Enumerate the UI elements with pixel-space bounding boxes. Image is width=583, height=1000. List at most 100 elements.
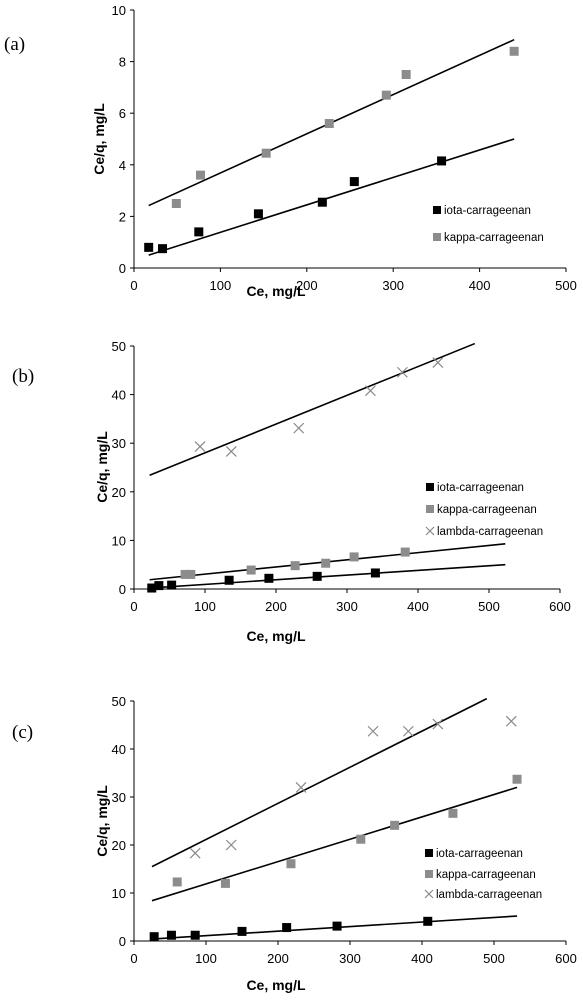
data-point-kappa-carrageenan bbox=[171, 199, 181, 208]
x-tick-label: 0 bbox=[130, 599, 137, 614]
y-tick-label: 2 bbox=[119, 209, 126, 224]
x-tick-label: 100 bbox=[210, 278, 232, 293]
x-axis-title: Ce, mg/L bbox=[246, 283, 306, 299]
data-point-lambda-carrageenan bbox=[432, 718, 444, 730]
chart-panel-c: (c) 0 100 200 300 400 500 600 0 10 20 30 40 50 Ce, mg/… bbox=[12, 694, 577, 993]
y-tick-label: 4 bbox=[119, 158, 126, 173]
x-tick-label: 200 bbox=[267, 951, 289, 966]
fit-line-lambda-carrageenan bbox=[149, 342, 476, 477]
data-point-kappa-carrageenan bbox=[401, 70, 411, 79]
data-point-iota-carrageenan bbox=[437, 156, 447, 166]
chart-panel-b: (b) 0 100 200 300 400 500 600 0 10 20 30 40 50 Ce, mg/… bbox=[12, 339, 571, 644]
fit-line-iota-carrageenan bbox=[149, 563, 506, 589]
data-point-kappa-carrageenan bbox=[286, 859, 296, 869]
data-point-iota-carrageenan bbox=[282, 923, 292, 933]
legend-label-kappa-carrageenan: kappa-carrageenan bbox=[436, 869, 536, 881]
data-point-kappa-carrageenan bbox=[261, 148, 271, 158]
y-axis-title: Ce/q, mg/L bbox=[94, 431, 110, 503]
panel-label: (a) bbox=[4, 34, 25, 55]
y-tick-label: 0 bbox=[119, 934, 126, 949]
data-point-kappa-carrageenan bbox=[172, 877, 182, 887]
data-point-iota-carrageenan bbox=[349, 177, 359, 187]
data-point-kappa-carrageenan bbox=[390, 820, 400, 830]
data-point-iota-carrageenan bbox=[332, 921, 342, 931]
y-tick-label: 0 bbox=[119, 582, 126, 597]
x-tick-label: 500 bbox=[478, 599, 500, 614]
data-point-kappa-carrageenan bbox=[349, 552, 359, 562]
legend-label-kappa-carrageenan: kappa-carrageenan bbox=[437, 504, 537, 516]
data-point-iota-carrageenan bbox=[144, 242, 154, 252]
data-point-iota-carrageenan bbox=[149, 932, 159, 942]
y-tick-label: 6 bbox=[119, 106, 126, 121]
data-point-iota-carrageenan bbox=[158, 244, 168, 254]
y-tick-label: 0 bbox=[119, 261, 126, 276]
data-point-iota-carrageenan bbox=[190, 930, 200, 940]
data-point-lambda-carrageenan bbox=[396, 366, 408, 378]
x-axis-title: Ce, mg/L bbox=[246, 628, 306, 644]
x-tick-label: 400 bbox=[469, 278, 491, 293]
legend-marker-lambda-carrageenan bbox=[425, 526, 435, 536]
x-axis-title: Ce, mg/L bbox=[246, 977, 306, 993]
y-tick-label: 50 bbox=[112, 694, 126, 709]
data-point-lambda-carrageenan bbox=[367, 725, 379, 737]
x-tick-label: 0 bbox=[130, 278, 137, 293]
y-tick-label: 20 bbox=[112, 485, 126, 500]
legend-marker-iota-carrageenan bbox=[426, 483, 434, 491]
data-point-iota-carrageenan bbox=[224, 575, 234, 585]
legend-label-lambda-carrageenan: lambda-carrageenan bbox=[436, 889, 542, 901]
legend-marker-kappa-carrageenan bbox=[433, 233, 441, 241]
x-tick-label: 600 bbox=[549, 599, 571, 614]
data-point-kappa-carrageenan bbox=[180, 569, 190, 579]
x-tick-label: 100 bbox=[195, 951, 217, 966]
data-point-iota-carrageenan bbox=[147, 583, 157, 593]
legend-label-lambda-carrageenan: lambda-carrageenan bbox=[437, 526, 543, 538]
fit-line-kappa-carrageenan bbox=[151, 786, 518, 902]
legend-marker-kappa-carrageenan bbox=[426, 505, 434, 513]
legend-marker-iota-carrageenan bbox=[425, 849, 433, 857]
legend-label-iota-carrageenan: iota-carrageenan bbox=[437, 482, 524, 494]
y-tick-label: 10 bbox=[112, 533, 126, 548]
data-point-kappa-carrageenan bbox=[220, 878, 230, 888]
chart-panel-a: (a) 0 100 200 300 400 500 0 2 4 6 8 10 Ce, mg/L Ce/q, … bbox=[4, 3, 577, 299]
data-point-lambda-carrageenan bbox=[293, 422, 305, 434]
x-tick-label: 500 bbox=[555, 278, 577, 293]
data-point-kappa-carrageenan bbox=[448, 808, 458, 818]
x-tick-label: 400 bbox=[407, 599, 429, 614]
data-point-iota-carrageenan bbox=[423, 916, 433, 926]
data-point-iota-carrageenan bbox=[167, 580, 177, 590]
data-point-kappa-carrageenan bbox=[196, 170, 206, 180]
x-tick-label: 200 bbox=[296, 278, 318, 293]
data-point-lambda-carrageenan bbox=[189, 847, 201, 859]
y-axis-title: Ce/q, mg/L bbox=[94, 785, 110, 857]
data-point-lambda-carrageenan bbox=[295, 781, 307, 793]
data-point-lambda-carrageenan bbox=[365, 385, 376, 397]
x-tick-label: 400 bbox=[411, 951, 433, 966]
x-tick-label: 600 bbox=[555, 951, 577, 966]
y-tick-label: 30 bbox=[112, 436, 126, 451]
data-point-iota-carrageenan bbox=[312, 571, 322, 581]
legend-marker-iota-carrageenan bbox=[433, 206, 441, 214]
data-point-kappa-carrageenan bbox=[400, 547, 410, 557]
x-tick-label: 300 bbox=[336, 599, 358, 614]
x-tick-label: 300 bbox=[382, 278, 404, 293]
data-point-kappa-carrageenan bbox=[356, 834, 366, 844]
data-point-lambda-carrageenan bbox=[225, 446, 237, 457]
y-tick-label: 8 bbox=[119, 55, 126, 70]
legend-marker-kappa-carrageenan bbox=[425, 870, 433, 878]
fit-line-iota-carrageenan bbox=[148, 138, 515, 256]
legend-label-kappa-carrageenan: kappa-carrageenan bbox=[444, 232, 544, 244]
data-point-iota-carrageenan bbox=[154, 581, 164, 591]
x-tick-label: 200 bbox=[265, 599, 287, 614]
y-tick-label: 40 bbox=[112, 388, 126, 403]
data-point-iota-carrageenan bbox=[370, 568, 380, 578]
y-tick-label: 40 bbox=[112, 742, 126, 757]
x-tick-label: 300 bbox=[339, 951, 361, 966]
data-point-lambda-carrageenan bbox=[432, 357, 444, 368]
legend-label-iota-carrageenan: iota-carrageenan bbox=[436, 848, 523, 860]
data-point-lambda-carrageenan bbox=[505, 715, 517, 727]
x-tick-label: 100 bbox=[194, 599, 216, 614]
legend-label-iota-carrageenan: iota-carrageenan bbox=[444, 205, 531, 217]
data-point-iota-carrageenan bbox=[237, 926, 247, 936]
data-point-iota-carrageenan bbox=[317, 197, 327, 207]
